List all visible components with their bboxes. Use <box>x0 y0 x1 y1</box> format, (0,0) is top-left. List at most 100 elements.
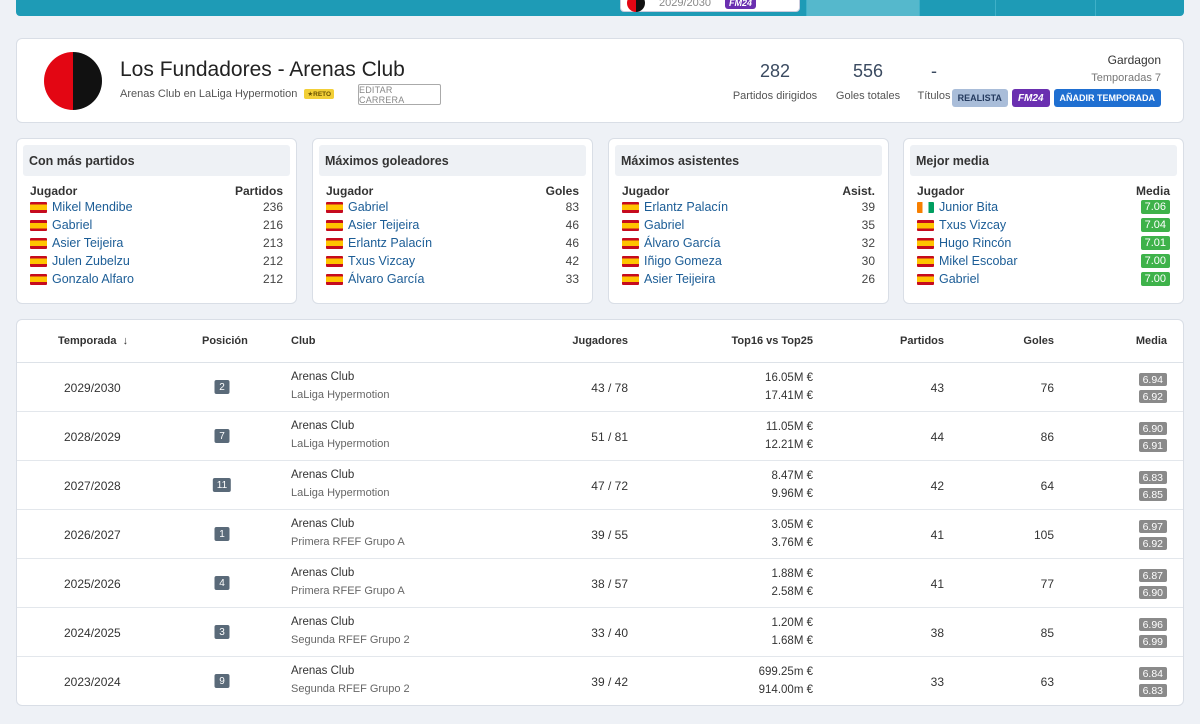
player-name: Junior Bita <box>939 200 999 214</box>
chip-season: 2029/2030 <box>659 0 711 9</box>
add-season-button[interactable]: AÑADIR TEMPORADA <box>1053 89 1161 107</box>
col-player: Jugador <box>30 184 78 198</box>
matches-cell: 44 <box>930 430 944 444</box>
header-season[interactable]: Temporada ↓ <box>58 335 129 347</box>
player-link[interactable]: Asier Teijeira <box>622 272 715 286</box>
table-row[interactable]: 2028/2029 7 Arenas Club LaLiga Hypermotion 5… <box>17 412 1183 461</box>
header-club[interactable]: Club <box>291 335 316 347</box>
header-top[interactable]: Top16 vs Top25 <box>731 335 813 347</box>
player-link[interactable]: Iñigo Gomeza <box>622 254 722 268</box>
table-row[interactable]: 2024/2025 3 Arenas Club Segunda RFEF Grupo … <box>17 608 1183 657</box>
best-average-card: Mejor media Jugador Media Junior Bita 7.0… <box>903 138 1184 304</box>
player-link[interactable]: Julen Zubelzu <box>30 254 130 268</box>
flag-es-icon <box>622 219 639 231</box>
flag-es-icon <box>917 219 934 231</box>
position-badge: 2 <box>214 380 230 394</box>
table-row[interactable]: 2029/2030 2 Arenas Club LaLiga Hypermotion 4… <box>17 363 1183 412</box>
flag-es-icon <box>917 255 934 267</box>
col-player: Jugador <box>622 184 670 198</box>
table-row[interactable]: 2025/2026 4 Arenas Club Primera RFEF Grupo … <box>17 559 1183 608</box>
nav-segment[interactable] <box>995 0 1095 16</box>
top-navbar: 2029/2030 FM24 <box>16 0 1184 16</box>
table-row[interactable]: 2027/2028 11 Arenas Club LaLiga Hypermotion… <box>17 461 1183 510</box>
nav-segment[interactable] <box>919 0 995 16</box>
player-link[interactable]: Gabriel <box>30 218 92 232</box>
player-link[interactable]: Gabriel <box>622 218 684 232</box>
flag-es-icon <box>30 201 47 213</box>
stat-matches: 282 Partidos dirigidos <box>727 61 823 102</box>
player-name: Hugo Rincón <box>939 236 1012 250</box>
flag-es-icon <box>326 237 343 249</box>
list-item: Gabriel 83 <box>313 198 592 216</box>
player-link[interactable]: Txus Vizcay <box>917 218 1006 232</box>
realista-badge: REALISTA <box>951 89 1008 107</box>
list-item: Álvaro García 32 <box>609 234 888 252</box>
list-item: Gonzalo Alfaro 212 <box>17 270 296 288</box>
player-link[interactable]: Erlantz Palacín <box>326 236 432 250</box>
player-link[interactable]: Mikel Escobar <box>917 254 1018 268</box>
top25-value: 3.76M € <box>771 537 813 549</box>
nav-segment[interactable] <box>1095 0 1184 16</box>
player-link[interactable]: Álvaro García <box>622 236 720 250</box>
card-title: Mejor media <box>910 145 1177 176</box>
position-badge: 4 <box>214 576 230 590</box>
header-position[interactable]: Posición <box>202 335 248 347</box>
league-name: Primera RFEF Grupo A <box>291 585 405 597</box>
goals-cell: 86 <box>1040 430 1054 444</box>
player-value: 39 <box>861 200 875 214</box>
player-link[interactable]: Asier Teijeira <box>30 236 123 250</box>
club-crest-icon <box>627 0 645 12</box>
header-matches[interactable]: Partidos <box>899 335 944 347</box>
top16-value: 8.47M € <box>771 470 813 482</box>
stat-titles: - Títulos <box>911 61 957 102</box>
players-cell: 39 / 42 <box>591 675 628 689</box>
list-item: Iñigo Gomeza 30 <box>609 252 888 270</box>
edit-career-button[interactable]: EDITAR CARRERA <box>358 84 441 105</box>
player-link[interactable]: Gabriel <box>917 272 979 286</box>
player-link[interactable]: Hugo Rincón <box>917 236 1011 250</box>
player-value: 7.04 <box>1140 218 1170 232</box>
card-columns: Jugador Goles <box>313 184 592 198</box>
top25-value: 2.58M € <box>771 586 813 598</box>
player-link[interactable]: Asier Teijeira <box>326 218 419 232</box>
matches-cell: 33 <box>930 675 944 689</box>
player-value: 7.00 <box>1140 272 1170 286</box>
player-name: Asier Teijeira <box>348 218 420 232</box>
goals-cell: 76 <box>1040 381 1054 395</box>
club-name: Arenas Club <box>291 469 355 481</box>
player-link[interactable]: Gonzalo Alfaro <box>30 272 134 286</box>
header-avg[interactable]: Media <box>1135 335 1167 347</box>
player-name: Asier Teijeira <box>644 272 716 286</box>
players-cell: 39 / 55 <box>591 528 628 542</box>
header-goals[interactable]: Goles <box>1023 335 1054 347</box>
table-row[interactable]: 2026/2027 1 Arenas Club Primera RFEF Grupo … <box>17 510 1183 559</box>
stat-titles-value: - <box>931 61 937 81</box>
players-cell: 51 / 81 <box>591 430 628 444</box>
player-link[interactable]: Txus Vizcay <box>326 254 415 268</box>
top25-value: 12.21M € <box>765 439 813 451</box>
stat-goals-value: 556 <box>852 61 884 81</box>
avg-top25-badge: 6.83 <box>1138 684 1167 697</box>
player-value: 212 <box>262 272 283 286</box>
header-players[interactable]: Jugadores <box>572 335 628 347</box>
flag-es-icon <box>622 237 639 249</box>
avg-top16-badge: 6.96 <box>1138 618 1167 631</box>
career-header: Los Fundadores - Arenas Club Arenas Club… <box>16 38 1184 123</box>
list-item: Gabriel 35 <box>609 216 888 234</box>
player-link[interactable]: Junior Bita <box>917 200 998 214</box>
goals-cell: 77 <box>1040 577 1054 591</box>
player-link[interactable]: Álvaro García <box>326 272 424 286</box>
player-link[interactable]: Erlantz Palacín <box>622 200 728 214</box>
player-value: 7.06 <box>1140 200 1170 214</box>
player-link[interactable]: Gabriel <box>326 200 388 214</box>
nav-segment-active[interactable] <box>806 0 919 16</box>
active-career-chip[interactable]: 2029/2030 FM24 <box>620 0 800 12</box>
club-crest-icon <box>44 52 102 110</box>
stat-titles-label: Títulos <box>917 90 951 102</box>
col-value: Partidos <box>234 184 283 198</box>
goals-cell: 64 <box>1040 479 1054 493</box>
player-name: Gabriel <box>939 272 980 286</box>
table-row[interactable]: 2023/2024 9 Arenas Club Segunda RFEF Grupo … <box>17 657 1183 705</box>
top-scorers-card: Máximos goleadores Jugador Goles Gabriel… <box>312 138 593 304</box>
player-link[interactable]: Mikel Mendibe <box>30 200 133 214</box>
